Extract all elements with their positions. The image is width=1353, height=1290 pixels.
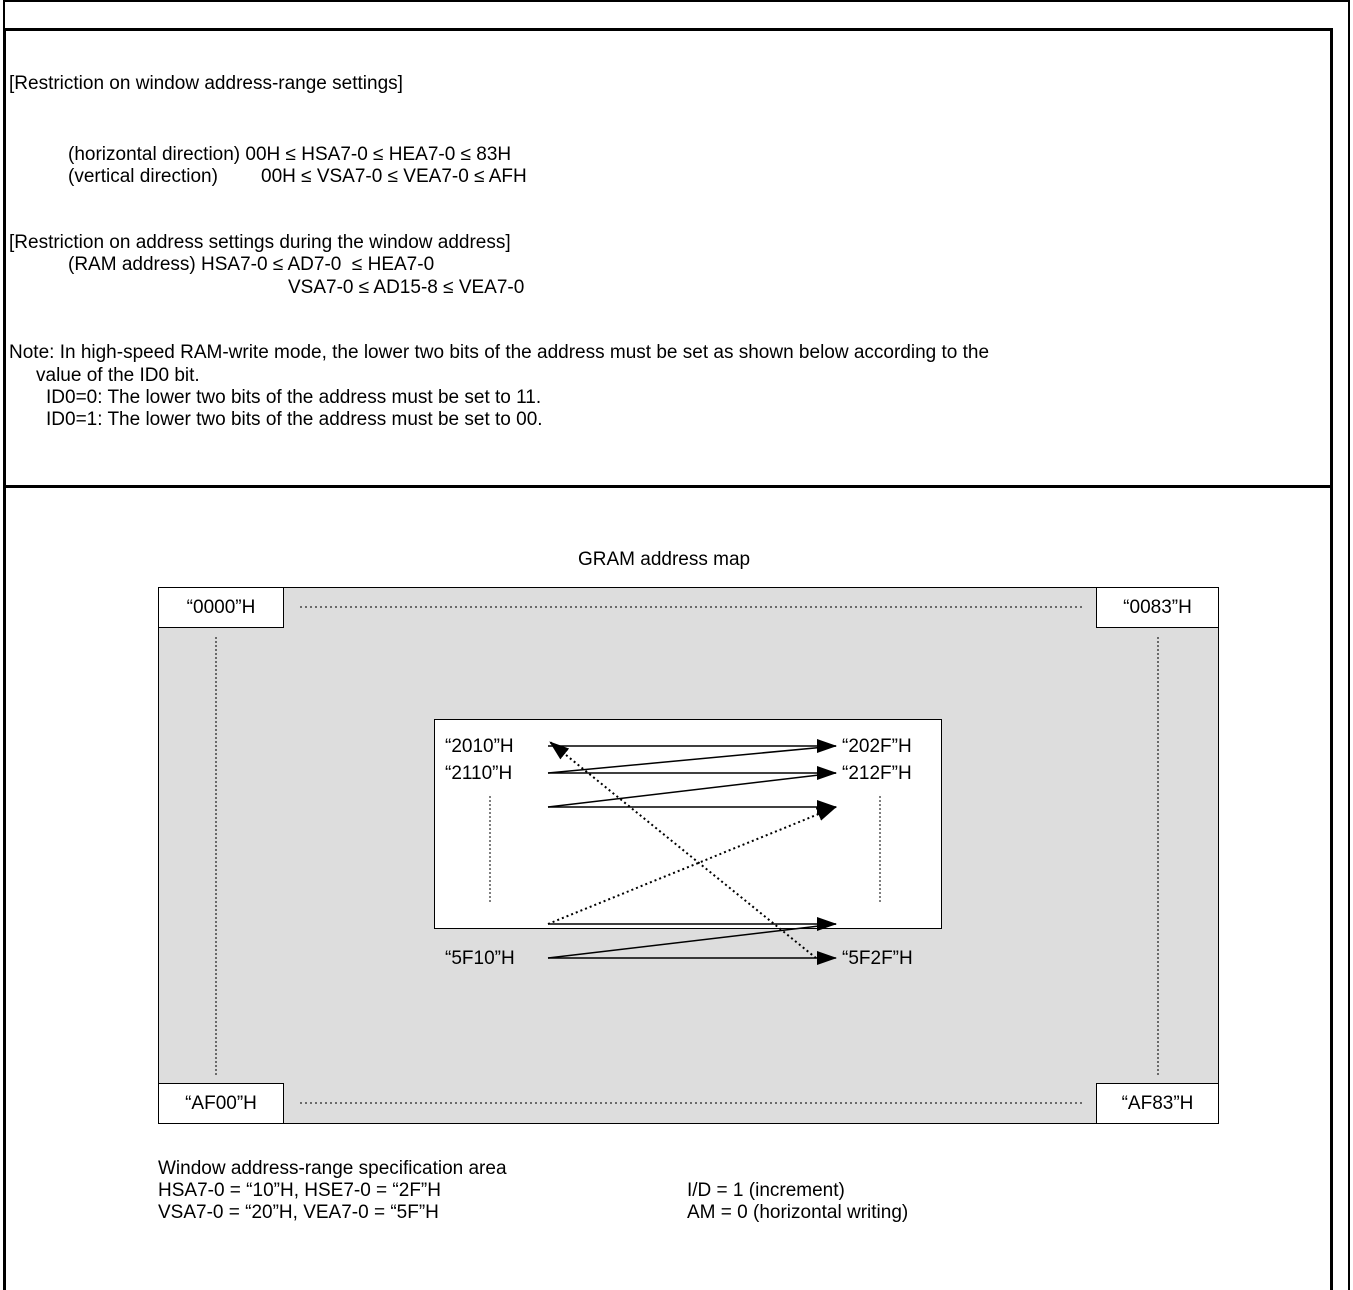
corner-label-bottom-left: “AF00”H: [158, 1083, 284, 1124]
window-label-2110: “2110”H: [445, 763, 513, 784]
horizontal-restriction: (horizontal direction) 00H ≤ HSA7-0 ≤ HE…: [68, 144, 512, 165]
frame-top-right-line: [1348, 0, 1350, 1290]
window-label-5f10: “5F10”H: [445, 948, 515, 969]
spec-vsa: VSA7-0 = “20”H, VEA7-0 = “5F”H: [158, 1202, 439, 1223]
return-line-4: [547, 923, 837, 959]
note-line-1: Note: In high-speed RAM-write mode, the …: [9, 342, 990, 363]
vertical-restriction-expr: 00H ≤ VSA7-0 ≤ VEA7-0 ≤ AFH: [261, 166, 527, 187]
dotted-diagonal-up: [547, 806, 837, 925]
window-label-2010: “2010”H: [445, 736, 514, 757]
corner-label-top-right: “0083”H: [1096, 587, 1219, 628]
spec-hsa: HSA7-0 = “10”H, HSE7-0 = “2F”H: [158, 1180, 441, 1201]
note-line-2: value of the ID0 bit.: [36, 365, 200, 386]
frame-top-left-line: [3, 0, 5, 30]
spec-am: AM = 0 (horizontal writing): [687, 1202, 909, 1223]
window-restriction-heading: [Restriction on window address-range set…: [9, 73, 403, 94]
restriction-notes-box: [3, 28, 1333, 488]
vertical-restriction-label: (vertical direction): [68, 166, 218, 187]
corner-label-bottom-right: “AF83”H: [1096, 1083, 1219, 1124]
note-id0-0: ID0=0: The lower two bits of the address…: [46, 387, 542, 408]
spec-heading: Window address-range specification area: [158, 1158, 507, 1179]
window-label-5f2f: “5F2F”H: [842, 948, 913, 969]
ram-address-line-2: VSA7-0 ≤ AD15-8 ≤ VEA7-0: [288, 277, 525, 298]
corner-label-top-left: “0000”H: [158, 587, 284, 628]
map-title: GRAM address map: [578, 549, 751, 570]
return-line-1: [547, 745, 837, 774]
frame-top-line: [3, 0, 1350, 2]
window-label-202f: “202F”H: [842, 736, 912, 757]
dotted-diagonal-return: [549, 741, 817, 959]
note-id0-1: ID0=1: The lower two bits of the address…: [46, 409, 543, 430]
frame-left-line: [3, 488, 6, 1290]
spec-id: I/D = 1 (increment): [687, 1180, 845, 1201]
ram-address-line: (RAM address) HSA7-0 ≤ AD7-0 ≤ HEA7-0: [68, 254, 435, 275]
return-line-2: [547, 772, 837, 808]
frame-right-line: [1330, 488, 1333, 1290]
window-range-box: [434, 719, 942, 929]
window-label-212f: “212F”H: [842, 763, 912, 784]
address-restriction-heading: [Restriction on address settings during …: [9, 232, 511, 253]
